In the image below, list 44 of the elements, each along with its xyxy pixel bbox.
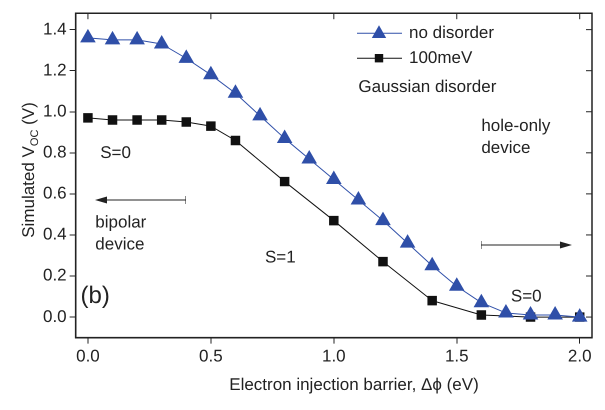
point xyxy=(203,66,218,80)
annotation: S=0 xyxy=(510,286,542,306)
point xyxy=(523,306,538,320)
y-tick-label: 0.0 xyxy=(42,306,67,326)
y-tick-label: 1.2 xyxy=(42,60,67,80)
point xyxy=(130,31,145,44)
y-tick-label: 0.8 xyxy=(42,142,67,162)
point xyxy=(572,308,588,322)
x-tick-label: 1.5 xyxy=(444,346,469,366)
annotation: S=1 xyxy=(264,248,296,266)
legend-label: 100meV xyxy=(409,48,473,67)
point xyxy=(449,278,464,291)
x-tick-label: 2.0 xyxy=(568,346,592,366)
y-tick-label: 0.2 xyxy=(42,266,67,285)
point xyxy=(105,31,120,44)
point xyxy=(252,107,268,120)
point xyxy=(424,257,440,270)
point xyxy=(474,294,489,308)
point xyxy=(228,84,243,98)
y-tick-label: 1.0 xyxy=(42,101,67,120)
x-axis-title: Electron injection barrier, Δϕ (eV) xyxy=(228,375,480,395)
y-tick-label: 0.6 xyxy=(42,184,67,203)
point xyxy=(350,192,366,205)
x-tick-label: 0.0 xyxy=(76,346,100,366)
annotation: S=0 xyxy=(100,142,131,162)
point xyxy=(302,150,317,164)
y-tick-label: 0.4 xyxy=(42,224,67,244)
point xyxy=(400,234,416,248)
point xyxy=(80,29,96,42)
legend-label: no disorder xyxy=(409,22,494,42)
x-tick-label: 0.5 xyxy=(199,346,223,366)
annotation: Gaussian disorder xyxy=(358,77,497,96)
annotation: (b) xyxy=(80,282,110,309)
point xyxy=(376,212,390,226)
point xyxy=(154,36,170,48)
point xyxy=(498,304,514,318)
y-tick-label: 1.4 xyxy=(42,19,67,38)
x-tick-label: 1.0 xyxy=(322,346,346,366)
point xyxy=(548,306,563,320)
annotation: hole-only device xyxy=(481,116,551,158)
point xyxy=(178,50,194,63)
point xyxy=(277,130,292,143)
annotation: bipolar device xyxy=(95,212,147,254)
point xyxy=(326,171,342,184)
